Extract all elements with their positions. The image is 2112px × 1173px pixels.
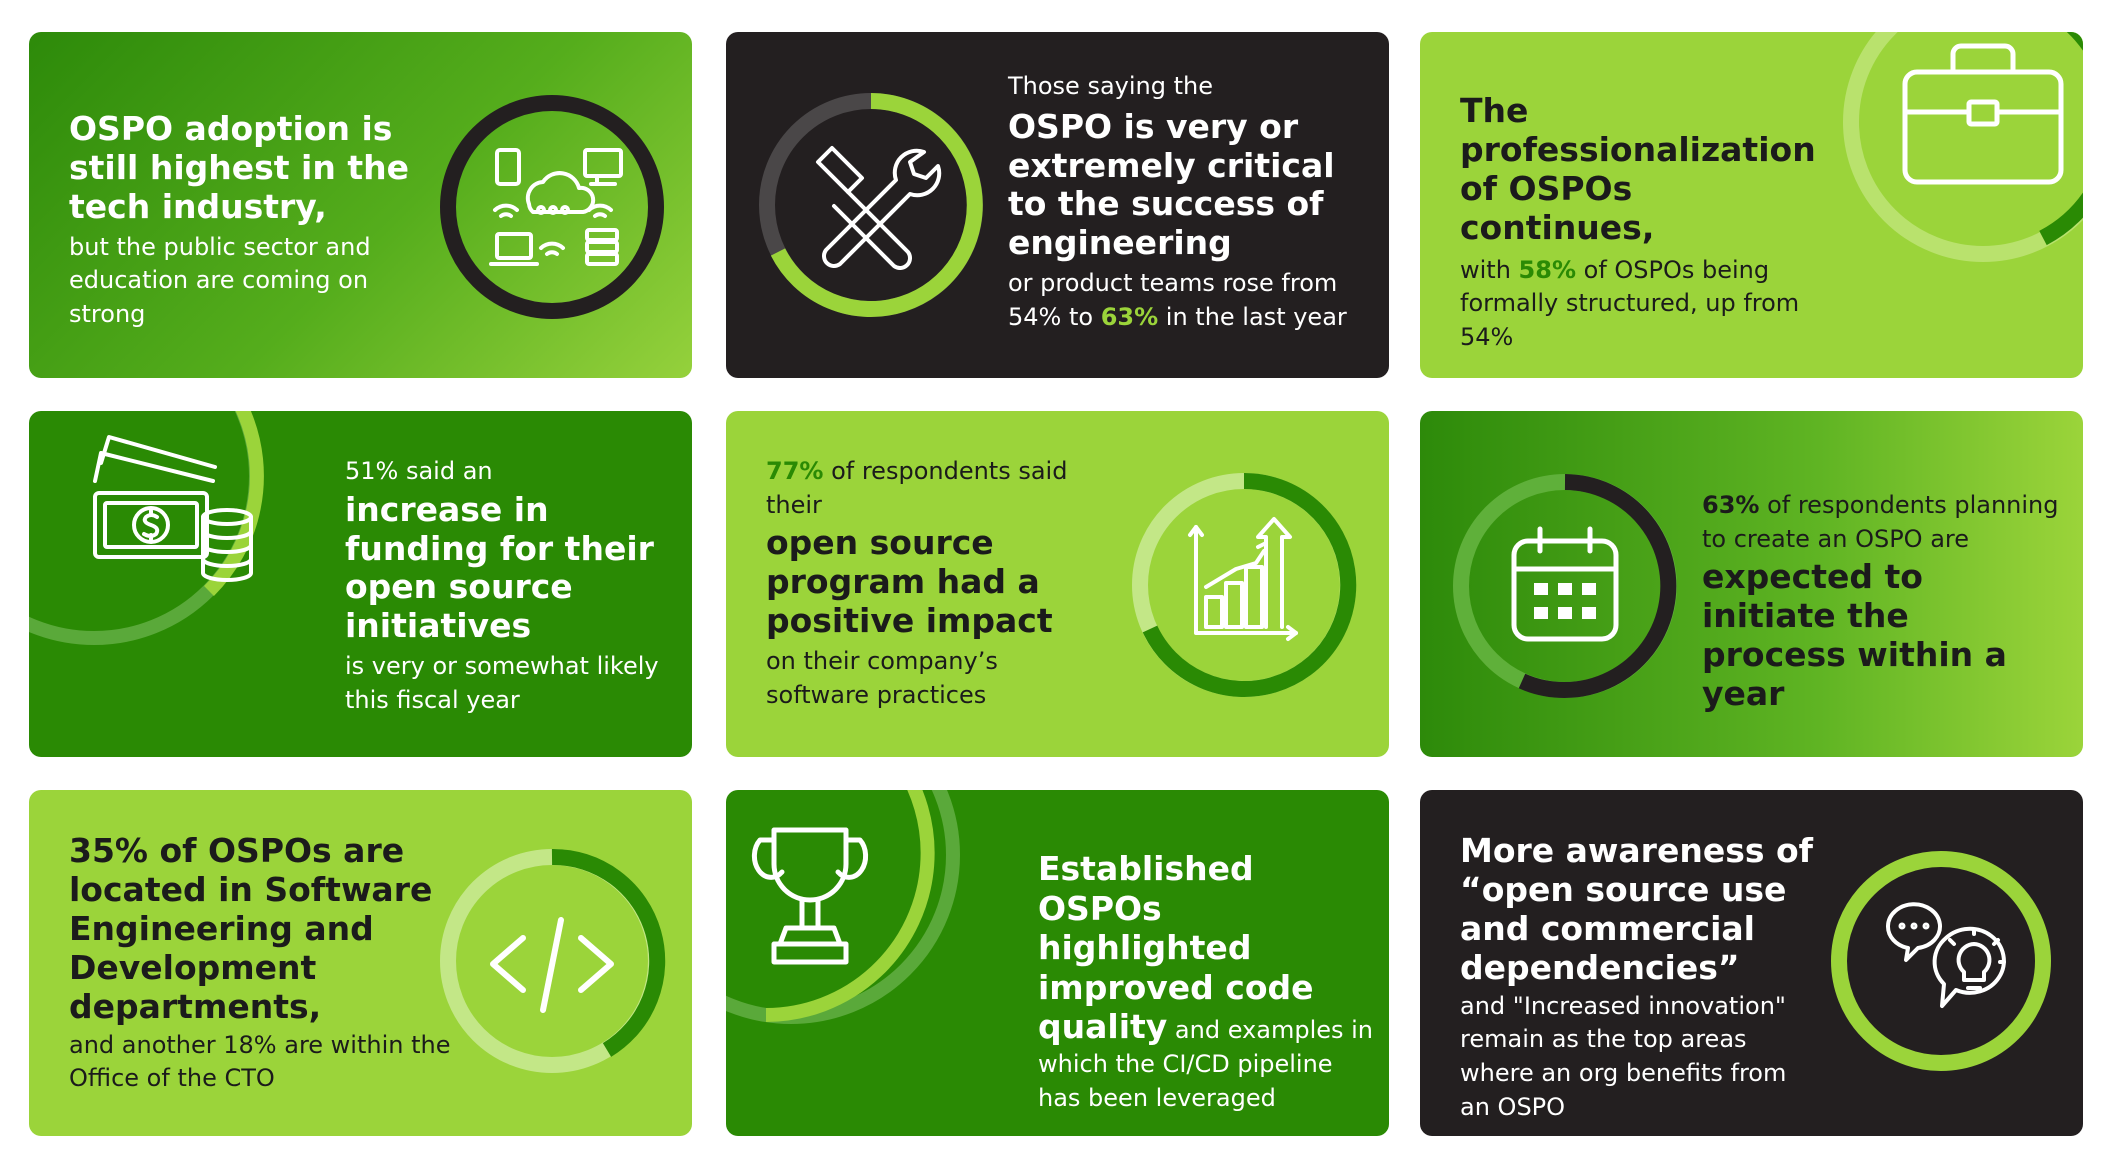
card-industry-adoption: OSPO adoption is still highest in the te… [29,32,692,378]
card-intro: 77% of respondents said their [766,457,1068,519]
idea-chat-icon [1826,846,2056,1076]
tools-icon [756,90,986,320]
card-body: on their company’s software practices [766,647,998,709]
card-text: OSPO adoption is still highest in the te… [69,109,449,332]
card-heading: open source program had a positive impac… [766,523,1053,641]
stat-highlight: 77% [766,457,824,485]
card-heading: 35% of OSPOs are located in Software Eng… [69,831,433,1026]
card-heading: increase in funding for their open sourc… [345,489,654,646]
card-body: Established OSPOs highlighted improved c… [1038,849,1374,1112]
card-text: 51% said an increase in funding for thei… [345,455,675,718]
card-ospo-critical: Those saying the OSPO is very or extreme… [726,32,1389,378]
card-text: 77% of respondents said their open sourc… [766,455,1076,712]
card-text: Established OSPOs highlighted improved c… [1038,849,1378,1115]
card-heading: OSPO is very or extremely critical to th… [1008,106,1335,263]
card-initiate-process: 63% of respondents planning to create an… [1420,411,2083,757]
card-ospo-location: 35% of OSPOs are located in Software Eng… [29,790,692,1136]
growth-chart-icon [1124,465,1364,705]
card-heading: expected to initiate the process within … [1702,557,2007,713]
briefcase-icon [1813,32,2083,292]
card-text: Those saying the OSPO is very or extreme… [1008,70,1358,335]
card-heading: More awareness of “open source use and c… [1460,831,1814,987]
card-text: 63% of respondents planning to create an… [1702,489,2062,714]
card-professionalization: The professionalization of OSPOs continu… [1420,32,2083,378]
card-body: and another 18% are within the Office of… [69,1030,451,1093]
card-code-quality: Established OSPOs highlighted improved c… [726,790,1389,1136]
card-text: 35% of OSPOs are located in Software Eng… [69,831,459,1096]
card-positive-impact: 77% of respondents said their open sourc… [726,411,1389,757]
stat-highlight: 58% [1518,255,1576,284]
card-intro: 51% said an [345,457,493,485]
card-text: More awareness of “open source use and c… [1460,831,1820,1124]
card-body: with 58% of OSPOs being formally structu… [1460,255,1800,351]
card-heading: The professionalization of OSPOs continu… [1460,91,1816,247]
card-text: The professionalization of OSPOs continu… [1460,91,1830,355]
card-funding: 51% said an increase in funding for thei… [29,411,692,757]
trophy-icon [726,790,1006,1070]
card-intro: 63% of respondents planning to create an… [1702,491,2059,553]
card-heading: OSPO adoption is still highest in the te… [69,109,409,226]
stat-highlight: 63% [1100,302,1159,331]
cloud-devices-icon [437,92,667,322]
stat-highlight: 63% [1702,491,1760,519]
card-body: and "Increased innovation" remain as the… [1460,991,1787,1121]
card-intro: Those saying the [1008,72,1213,100]
card-body: or product teams rose from 54% to 63% in… [1008,269,1347,331]
money-icon [29,411,309,691]
card-body: is very or somewhat likely this fiscal y… [345,652,659,714]
card-body: but the public sector and education are … [69,232,371,328]
code-icon [437,846,667,1076]
card-top-benefits: More awareness of “open source use and c… [1420,790,2083,1136]
card-heading: Established OSPOs highlighted improved c… [1038,849,1314,1047]
calendar-icon [1450,471,1680,701]
